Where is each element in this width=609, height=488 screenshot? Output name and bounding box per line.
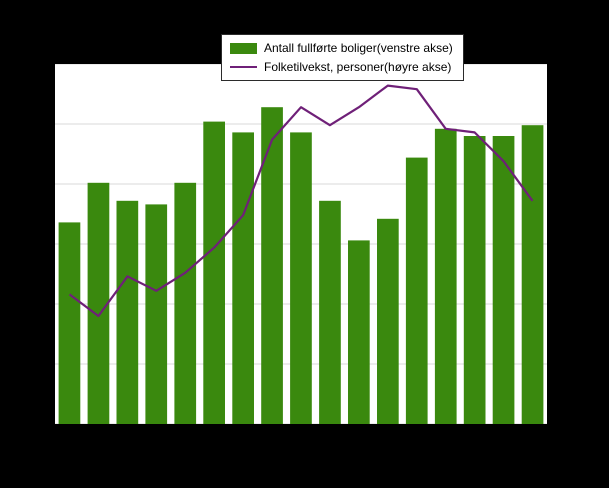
bar-column[interactable] xyxy=(232,132,254,424)
line-series-swatch-icon xyxy=(230,66,257,68)
bar-column[interactable] xyxy=(87,182,110,424)
bar-column[interactable] xyxy=(463,136,486,424)
bar-column[interactable] xyxy=(521,125,544,424)
bar-column[interactable] xyxy=(434,128,457,424)
plot-svg xyxy=(55,64,547,424)
legend: Antall fullførte boliger(venstre akse) F… xyxy=(221,34,464,81)
plot-area xyxy=(55,64,547,424)
legend-item-bars[interactable]: Antall fullførte boliger(venstre akse) xyxy=(230,41,453,55)
bar-column[interactable] xyxy=(116,200,139,424)
bar-column[interactable] xyxy=(261,107,283,424)
bar-column[interactable] xyxy=(203,121,225,424)
bar-column[interactable] xyxy=(58,222,81,424)
bar-column[interactable] xyxy=(492,136,515,424)
legend-label-bars: Antall fullførte boliger(venstre akse) xyxy=(264,41,453,55)
bar-column[interactable] xyxy=(348,240,370,424)
bar-column[interactable] xyxy=(405,157,428,424)
bar-series-swatch-icon xyxy=(230,42,257,54)
legend-item-line[interactable]: Folketilvekst, personer(høyre akse) xyxy=(230,60,453,74)
line-series[interactable] xyxy=(68,84,534,318)
bar-column[interactable] xyxy=(145,204,168,424)
bar-column[interactable] xyxy=(174,182,197,424)
legend-label-line: Folketilvekst, personer(høyre akse) xyxy=(264,60,452,74)
bar-column[interactable] xyxy=(319,200,341,424)
bar-column[interactable] xyxy=(377,218,399,424)
bar-column[interactable] xyxy=(290,132,312,424)
